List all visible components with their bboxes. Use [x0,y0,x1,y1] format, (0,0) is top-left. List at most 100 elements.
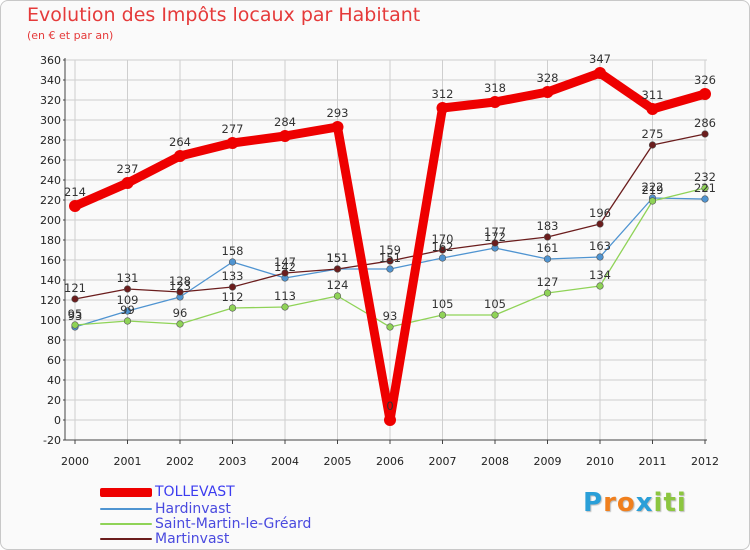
data-label: 311 [642,88,664,102]
axes: -200204060801001201401601802002202402602… [40,54,719,468]
data-point [176,320,184,328]
data-point [281,303,289,311]
y-tick-label: 240 [40,174,61,187]
data-label: 128 [169,274,191,288]
data-point [176,288,184,296]
data-label: 158 [222,244,244,258]
y-tick-label: 100 [40,314,61,327]
proxiti-logo: Proxiti [583,488,687,518]
series-lines [69,67,711,426]
data-label: 147 [274,255,296,269]
data-label: 237 [117,162,139,176]
data-label: 124 [327,278,349,292]
data-label: 134 [589,268,611,282]
data-label: 113 [274,289,296,303]
data-label: 328 [537,71,559,85]
legend-swatch [100,523,152,525]
y-tick-label: 140 [40,274,61,287]
y-tick-label: 20 [47,394,61,407]
chart-subtitle: (en € et par an) [27,29,114,42]
data-point [281,269,289,277]
data-label: 105 [432,297,454,311]
legend-label: Saint-Martin-le-Gréard [155,516,312,532]
logo-letter: o [616,488,636,518]
legend-label: Martinvast [155,531,230,547]
data-point [174,150,186,162]
data-point [543,233,552,241]
x-tick-label: 2001 [114,455,142,468]
data-label: 347 [589,52,611,66]
legend-item: Martinvast [100,531,230,547]
data-point [386,265,394,273]
data-point [384,414,396,426]
data-point [543,255,552,263]
legend-swatch [100,487,152,497]
data-point [71,321,79,329]
logo-letter: x [635,488,654,518]
data-label: 221 [694,181,716,195]
data-label: 222 [642,180,664,194]
data-point [541,86,554,98]
data-label: 93 [383,309,398,323]
data-point [123,317,132,325]
data-label: 196 [589,206,611,220]
data-label: 121 [64,281,86,295]
legend-item: Saint-Martin-le-Gréard [100,516,312,532]
data-point [436,102,449,114]
data-point [228,304,237,312]
y-tick-label: 320 [40,94,61,107]
data-label: 318 [484,81,506,95]
data-point [333,292,342,300]
y-tick-label: 0 [54,414,61,427]
data-label: 127 [537,275,559,289]
data-label: 142 [274,260,296,274]
data-point [701,184,709,192]
data-label: 177 [484,225,506,239]
data-point [71,295,79,303]
x-tick-label: 2007 [429,455,457,468]
legend-swatch [100,508,152,510]
data-label: 151 [379,251,401,265]
data-label: 264 [169,135,191,149]
legend-label: Hardinvast [155,501,231,517]
data-point [123,307,132,315]
data-label: 99 [120,303,135,317]
data-point [438,254,447,262]
data-point [331,121,344,133]
legend-swatch [100,538,152,540]
x-tick-label: 2003 [219,455,247,468]
data-label: 151 [327,251,349,265]
data-label: 161 [537,241,559,255]
data-label: 170 [432,232,454,246]
y-tick-label: 300 [40,114,61,127]
data-point [69,200,81,212]
data-point [333,265,342,273]
y-tick-label: 280 [40,134,61,147]
x-tick-label: 2004 [271,455,299,468]
data-point [228,258,237,266]
data-label: 112 [222,290,244,304]
logo-letter: i [676,488,687,518]
data-point [646,103,659,115]
y-tick-label: 200 [40,214,61,227]
x-tick-label: 2008 [481,455,509,468]
data-label: 326 [694,73,716,87]
data-label: 93 [68,309,83,323]
data-point [699,88,711,100]
data-point [594,67,606,79]
legend-item: TOLLEVAST [100,484,235,500]
x-tick-label: 2011 [639,455,667,468]
data-point [386,323,394,331]
data-label: 95 [68,307,83,321]
data-point [596,253,604,261]
data-label: 162 [432,240,454,254]
legend-item: Hardinvast [100,501,231,517]
y-tick-label: 80 [47,334,61,347]
data-point [596,282,604,290]
data-point [596,220,604,228]
logo-letter: i [653,488,664,518]
data-label: 133 [222,269,244,283]
data-label: 275 [642,127,664,141]
data-point [489,96,501,108]
